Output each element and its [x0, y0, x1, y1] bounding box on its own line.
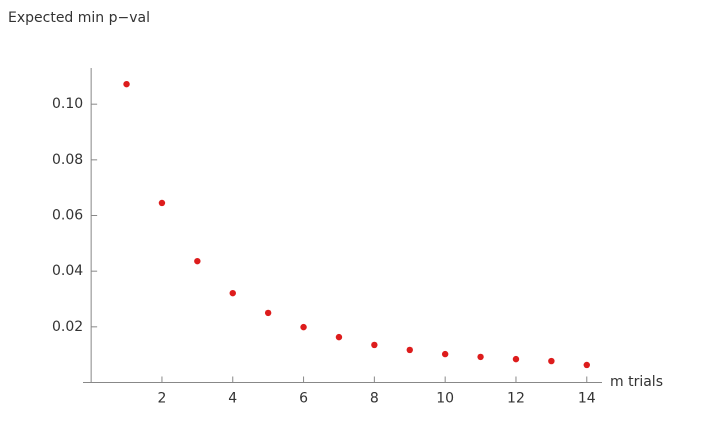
- point: [371, 341, 378, 349]
- point: [335, 333, 343, 341]
- point: [583, 361, 590, 369]
- y-tick-label: 0.10: [52, 96, 83, 112]
- x-tick-label: 12: [507, 391, 525, 407]
- x-tick-label: 14: [578, 391, 596, 407]
- point: [406, 346, 413, 354]
- y-axis-label: Expected min p−val: [8, 10, 150, 26]
- point: [264, 309, 272, 317]
- y-tick-label: 0.06: [52, 208, 83, 224]
- x-tick-label: 4: [228, 391, 237, 407]
- x-axis-label: m trials: [610, 374, 663, 390]
- x-tick-label: 10: [436, 391, 454, 407]
- point: [229, 289, 236, 297]
- y-tick-label: 0.08: [52, 152, 83, 168]
- x-tick-label: 6: [299, 391, 308, 407]
- point: [194, 257, 201, 265]
- y-tick-label: 0.02: [52, 319, 83, 335]
- point: [441, 350, 449, 358]
- x-tick-label: 8: [370, 391, 379, 407]
- x-tick-label: 2: [157, 391, 166, 407]
- point: [512, 355, 520, 363]
- point: [548, 357, 555, 365]
- point: [477, 353, 484, 361]
- y-tick-label: 0.04: [52, 263, 83, 279]
- point: [300, 323, 307, 331]
- point: [158, 199, 166, 207]
- point: [123, 80, 130, 88]
